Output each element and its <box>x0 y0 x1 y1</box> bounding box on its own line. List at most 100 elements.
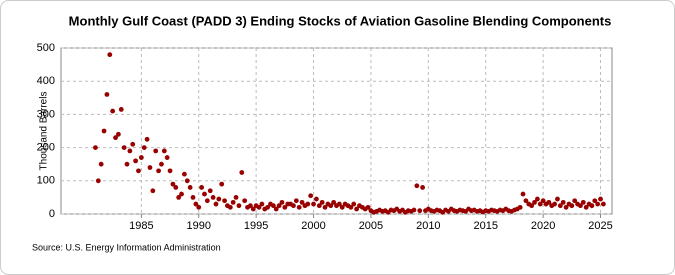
point <box>336 201 342 207</box>
point <box>113 135 118 141</box>
point <box>196 204 202 210</box>
point <box>319 199 325 205</box>
y-tick-label: 500 <box>37 42 55 54</box>
point <box>291 203 296 209</box>
point <box>256 204 262 210</box>
chart-title: Monthly Gulf Coast (PADD 3) Ending Stock… <box>69 13 612 28</box>
point <box>600 201 606 207</box>
point <box>339 204 345 210</box>
point <box>219 181 225 187</box>
point <box>173 185 179 190</box>
point <box>529 203 535 209</box>
point <box>417 208 423 214</box>
point <box>98 161 104 167</box>
point <box>138 155 144 160</box>
point <box>156 168 161 174</box>
point <box>127 148 133 154</box>
point <box>328 203 334 209</box>
point <box>351 201 357 207</box>
point <box>248 203 253 209</box>
y-tick-label: 0 <box>49 208 55 220</box>
point <box>239 170 245 175</box>
x-tick-label: 2020 <box>531 220 555 232</box>
point <box>311 201 316 207</box>
point <box>560 199 566 205</box>
point <box>273 206 279 212</box>
point <box>179 191 184 197</box>
point <box>523 198 529 204</box>
point <box>147 165 153 170</box>
point <box>569 203 575 209</box>
point <box>150 188 156 194</box>
point <box>314 196 319 202</box>
point <box>210 195 216 200</box>
point <box>517 204 523 210</box>
point <box>308 193 314 199</box>
point <box>233 195 239 200</box>
point <box>118 107 124 112</box>
point <box>316 203 322 209</box>
point <box>110 108 116 114</box>
point <box>182 171 187 177</box>
y-tick-label: 300 <box>37 108 55 120</box>
point <box>199 185 205 190</box>
point <box>204 198 210 204</box>
x-tick-label: 1985 <box>129 220 153 232</box>
x-tick-label: 2005 <box>359 220 383 232</box>
plot-area <box>60 47 613 215</box>
source-note: Source: U.S. Energy Information Administ… <box>32 242 221 252</box>
point <box>107 52 113 58</box>
point <box>270 203 276 209</box>
point <box>414 183 420 189</box>
y-tick-label: 200 <box>37 142 55 154</box>
point <box>153 148 159 154</box>
point <box>227 204 233 210</box>
point <box>167 168 173 174</box>
y-tick-label: 100 <box>37 175 55 187</box>
point <box>557 203 563 209</box>
point <box>216 196 222 202</box>
point <box>187 185 193 190</box>
point <box>331 199 337 205</box>
point <box>133 158 139 164</box>
point <box>365 204 371 210</box>
point <box>299 199 305 205</box>
x-tick-label: 2000 <box>301 220 325 232</box>
point <box>520 191 526 197</box>
point <box>95 178 101 184</box>
point <box>164 155 170 160</box>
point <box>242 198 248 204</box>
point <box>572 198 578 204</box>
point <box>282 204 288 210</box>
point <box>534 196 540 202</box>
point <box>598 196 603 202</box>
y-tick-label: 400 <box>37 75 55 87</box>
point <box>213 201 219 207</box>
point <box>236 203 242 209</box>
point <box>121 145 127 151</box>
point <box>136 168 141 174</box>
x-tick-label: 2010 <box>416 220 440 232</box>
x-tick-label: 1995 <box>244 220 268 232</box>
y-axis-label: Thousand Barrels <box>39 92 50 171</box>
point <box>193 201 199 207</box>
point <box>130 141 136 147</box>
point <box>589 203 595 209</box>
point <box>259 201 265 207</box>
point <box>555 196 560 202</box>
point <box>276 203 282 209</box>
point <box>144 136 150 142</box>
x-tick-label: 2025 <box>588 220 612 232</box>
point <box>583 204 589 210</box>
point <box>176 195 182 200</box>
point <box>296 204 302 210</box>
point <box>411 207 417 213</box>
point <box>540 198 546 204</box>
point <box>222 198 227 204</box>
point <box>93 145 98 151</box>
x-tick-label: 2015 <box>473 220 497 232</box>
point <box>161 148 167 154</box>
point <box>595 201 601 207</box>
point <box>170 181 176 187</box>
